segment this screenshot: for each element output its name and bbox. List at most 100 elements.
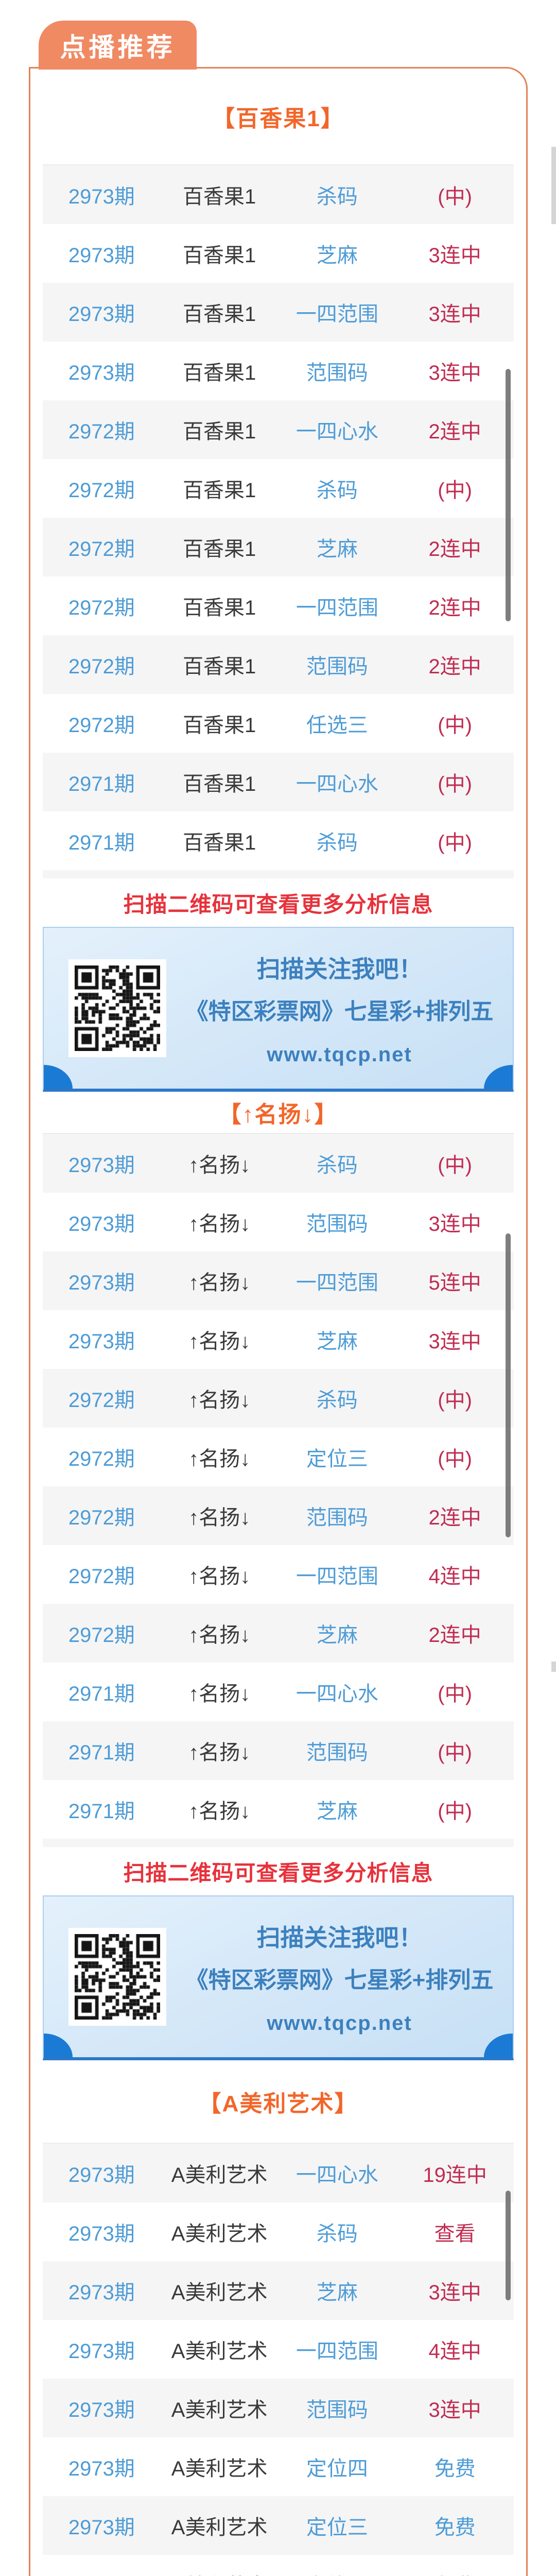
- row-result: 4连中: [428, 2340, 481, 2363]
- table-row[interactable]: 2973期 A美利艺术 一四心水 19连中: [43, 2144, 514, 2202]
- table-row[interactable]: 2972期 百香果1 杀码 (中): [43, 459, 514, 518]
- row-play-type: 杀码: [316, 1389, 358, 1412]
- table-row[interactable]: 2973期 A美利艺术 芝麻 3连中: [43, 2261, 514, 2320]
- row-expert-name: 百香果1: [183, 714, 256, 737]
- table-row[interactable]: 2971期 ↑名扬↓ 一四心水 (中): [43, 1663, 514, 1721]
- row-play-type: 一四心水: [296, 773, 378, 795]
- qr-promo-banner[interactable]: 扫描关注我吧！ 《特区彩票网》七星彩+排列五 www.tqcp.net: [43, 1895, 514, 2060]
- row-play-type: 芝麻: [316, 1330, 358, 1353]
- table-row[interactable]: 2972期 百香果1 范围码 2连中: [43, 635, 514, 694]
- row-result: 3连中: [428, 362, 481, 384]
- table-row[interactable]: 2972期 百香果1 一四范围 2连中: [43, 577, 514, 635]
- table-row[interactable]: 2973期 百香果1 一四范围 3连中: [43, 283, 514, 342]
- table-row[interactable]: 2973期 百香果1 芝麻 3连中: [43, 224, 514, 283]
- row-play-type: 一四范围: [296, 2340, 378, 2363]
- row-expert-name: ↑名扬↓: [188, 1330, 251, 1353]
- page-scrollbar[interactable]: [551, 147, 556, 224]
- row-expert-name: 百香果1: [183, 362, 256, 384]
- row-issue: 2972期: [68, 1624, 135, 1647]
- table-row[interactable]: 2973期 ↑名扬↓ 范围码 3连中: [43, 1193, 514, 1251]
- table-row[interactable]: 2972期 ↑名扬↓ 杀码 (中): [43, 1369, 514, 1428]
- table-row[interactable]: 2973期 A美利艺术 定位二 免费: [43, 2555, 514, 2576]
- row-issue: 2973期: [68, 303, 135, 326]
- table-row[interactable]: 2973期 ↑名扬↓ 芝麻 3连中: [43, 1310, 514, 1369]
- row-play-type: 芝麻: [316, 2281, 358, 2304]
- row-expert-name: 百香果1: [183, 538, 256, 561]
- banner-line1: 扫描关注我吧！: [256, 955, 423, 982]
- qr-code-box: [68, 959, 166, 1057]
- table-row[interactable]: 2972期 ↑名扬↓ 一四范围 4连中: [43, 1545, 514, 1604]
- row-result: (中): [438, 1741, 472, 1764]
- banner-corner-accent: [484, 1065, 513, 1089]
- row-issue: 2973期: [43, 2569, 161, 2576]
- row-expert-name: ↑名扬↓: [188, 1272, 251, 1294]
- row-result: 2连中: [428, 655, 481, 678]
- table-row[interactable]: 2972期 百香果1 芝麻 2连中: [43, 518, 514, 577]
- banner-url: www.tqcp.net: [267, 2011, 412, 2035]
- row-play-type: 范围码: [306, 655, 368, 678]
- row-issue: 2973期: [68, 2340, 135, 2363]
- table-row[interactable]: 2972期 ↑名扬↓ 范围码 2连中: [43, 1486, 514, 1545]
- row-expert-name: A美利艺术: [171, 2223, 268, 2245]
- table-row[interactable]: 2972期 ↑名扬↓ 定位三 (中): [43, 1428, 514, 1486]
- row-issue: 2973期: [68, 1330, 135, 1353]
- table-scrollbar[interactable]: [506, 2191, 511, 2300]
- scan-tip-text: 扫描二维码可查看更多分析信息: [123, 892, 433, 917]
- row-expert-name: 百香果1: [183, 597, 256, 619]
- row-result: 2连中: [428, 1624, 481, 1647]
- prediction-table: 2973期 百香果1 杀码 (中) 2973期 百香果1 芝麻 3连中 2973…: [43, 164, 514, 878]
- row-play-type: 范围码: [306, 1741, 368, 1764]
- table-row[interactable]: 2972期 百香果1 任选三 (中): [43, 694, 514, 753]
- table-scrollbar[interactable]: [506, 1233, 511, 1537]
- row-expert-name: ↑名扬↓: [188, 1213, 251, 1235]
- row-issue: 2973期: [68, 2281, 135, 2304]
- row-result: 3连中: [428, 2281, 481, 2304]
- row-result: 免费: [434, 2516, 476, 2539]
- table-row[interactable]: 2973期 A美利艺术 范围码 3连中: [43, 2379, 514, 2437]
- row-issue: 2973期: [68, 2458, 135, 2480]
- row-expert-name: 百香果1: [183, 479, 256, 502]
- table-row[interactable]: 2972期 百香果1 一四心水 2连中: [43, 400, 514, 459]
- row-result: (中): [438, 479, 472, 502]
- row-expert-name: 百香果1: [183, 185, 256, 208]
- row-expert-name: ↑名扬↓: [188, 1448, 251, 1470]
- table-row[interactable]: 2973期 ↑名扬↓ 一四范围 5连中: [43, 1251, 514, 1310]
- table-row[interactable]: 2971期 ↑名扬↓ 范围码 (中): [43, 1721, 514, 1780]
- row-issue: 2973期: [68, 1272, 135, 1294]
- row-issue: 2972期: [68, 479, 135, 502]
- table-row[interactable]: 2973期 百香果1 杀码 (中): [43, 165, 514, 224]
- table-row[interactable]: 2973期 A美利艺术 定位四 免费: [43, 2437, 514, 2496]
- row-issue: 2973期: [68, 2516, 135, 2539]
- table-row[interactable]: 2971期 百香果1 杀码 (中): [43, 811, 514, 870]
- table-row[interactable]: 2973期 A美利艺术 定位三 免费: [43, 2496, 514, 2555]
- table-row[interactable]: 2973期 A美利艺术 杀码 查看: [43, 2202, 514, 2261]
- recommend-ribbon-tab: 点播推荐: [39, 21, 197, 70]
- row-expert-name: ↑名扬↓: [188, 1741, 251, 1764]
- row-play-type: 芝麻: [316, 244, 358, 267]
- banner-line2: 《特区彩票网》七星彩+排列五: [185, 998, 494, 1024]
- table-row[interactable]: 2973期 ↑名扬↓ 杀码 (中): [43, 1134, 514, 1193]
- row-result: (中): [438, 832, 472, 854]
- table-row[interactable]: 2971期 百香果1 一四心水 (中): [43, 753, 514, 811]
- table-row[interactable]: 2973期 百香果1 范围码 3连中: [43, 342, 514, 400]
- row-issue: 2973期: [68, 244, 135, 267]
- row-issue: 2972期: [68, 1565, 135, 1588]
- row-issue: 2972期: [68, 1448, 135, 1470]
- table-row[interactable]: 2973期 A美利艺术 一四范围 4连中: [43, 2320, 514, 2379]
- row-result: (中): [438, 1448, 472, 1470]
- qr-code-icon: [75, 1934, 160, 2020]
- row-expert-name: A美利艺术: [171, 2281, 268, 2304]
- row-play-type: 杀码: [316, 185, 358, 208]
- row-result: 3连中: [428, 1330, 481, 1353]
- row-result: (中): [438, 773, 472, 795]
- table-scrollbar[interactable]: [506, 369, 511, 621]
- table-row[interactable]: 2971期 ↑名扬↓ 芝麻 (中): [43, 1780, 514, 1839]
- row-result: (中): [438, 1154, 472, 1177]
- row-result: 4连中: [428, 1565, 481, 1588]
- table-row[interactable]: 2972期 ↑名扬↓ 芝麻 2连中: [43, 1604, 514, 1663]
- row-expert-name: ↑名扬↓: [188, 1624, 251, 1647]
- page-scrollbar[interactable]: [551, 1662, 556, 1672]
- qr-promo-banner[interactable]: 扫描关注我吧！ 《特区彩票网》七星彩+排列五 www.tqcp.net: [43, 927, 514, 1092]
- row-expert-name: ↑名扬↓: [188, 1683, 251, 1705]
